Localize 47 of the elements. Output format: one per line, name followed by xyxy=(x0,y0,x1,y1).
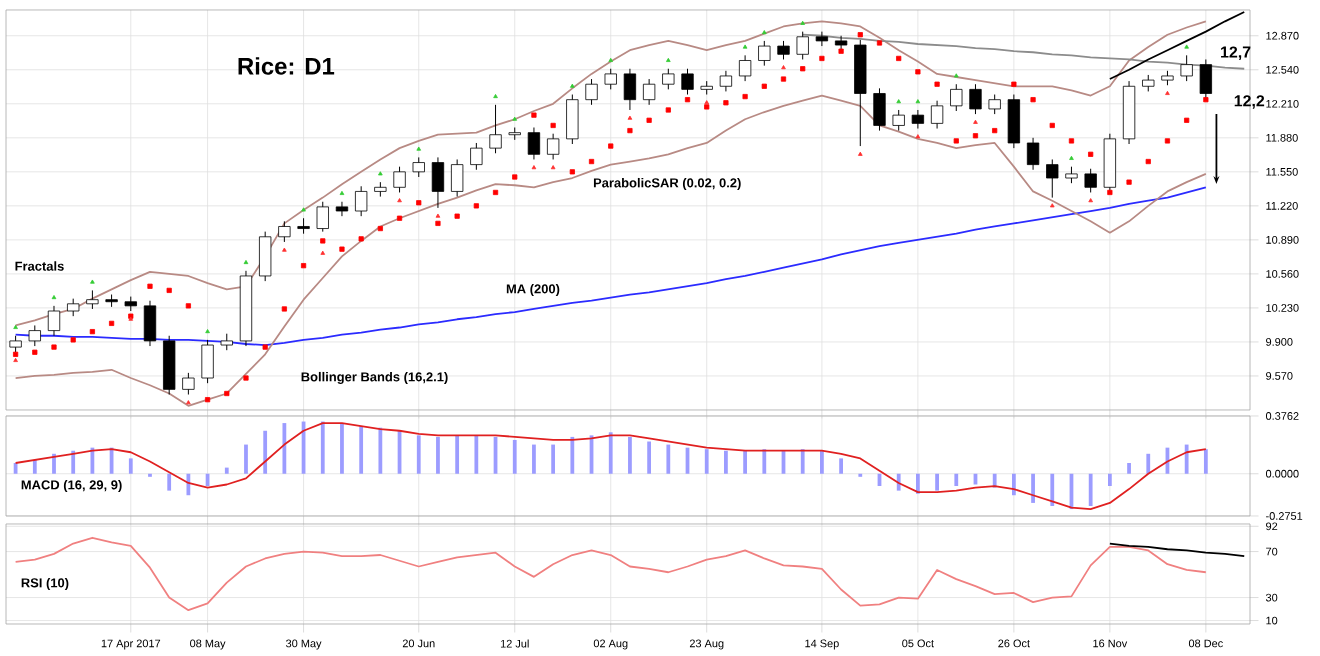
candlestick xyxy=(604,68,617,90)
candlestick xyxy=(950,83,963,112)
candlestick xyxy=(1026,137,1040,171)
candlestick xyxy=(470,142,483,171)
candlestick xyxy=(47,305,61,337)
candlestick xyxy=(143,300,157,347)
candlestick xyxy=(1084,168,1097,193)
candlestick xyxy=(393,166,406,193)
candlestick xyxy=(182,372,195,395)
candlestick xyxy=(892,109,905,132)
candlestick xyxy=(681,68,694,95)
candlestick xyxy=(489,104,502,154)
candlestick xyxy=(911,109,925,130)
candlestick xyxy=(1007,93,1021,149)
candlestick xyxy=(28,324,41,347)
text: Rice: D1 xyxy=(238,57,335,75)
candlestick xyxy=(316,201,329,233)
candlestick xyxy=(259,231,272,282)
candlestick xyxy=(642,78,656,106)
candlestick xyxy=(1046,158,1059,199)
candlestick xyxy=(796,31,809,60)
candlestick xyxy=(930,100,944,130)
candlestick xyxy=(450,158,464,198)
candlestick xyxy=(86,289,99,310)
candlestick xyxy=(719,70,733,92)
candlestick xyxy=(1180,54,1193,82)
line-series xyxy=(1108,542,1246,558)
candlestick xyxy=(201,339,214,384)
candlestick xyxy=(355,185,368,217)
candlestick xyxy=(278,220,291,243)
candlestick xyxy=(335,201,349,217)
candlestick xyxy=(566,93,579,145)
candlestick xyxy=(815,31,829,47)
candlestick xyxy=(969,83,982,115)
candlestick xyxy=(1199,58,1213,100)
candlestick xyxy=(777,40,790,60)
candlestick xyxy=(738,54,752,82)
candlestick xyxy=(585,78,598,106)
candlestick xyxy=(527,126,541,160)
candlestick xyxy=(431,156,445,209)
candlestick xyxy=(988,93,1001,115)
candlestick xyxy=(546,133,560,160)
candlestick xyxy=(412,156,425,178)
candlestick xyxy=(662,68,675,90)
candlestick xyxy=(873,87,886,132)
candlestick xyxy=(623,68,637,111)
candlestick xyxy=(758,40,771,67)
